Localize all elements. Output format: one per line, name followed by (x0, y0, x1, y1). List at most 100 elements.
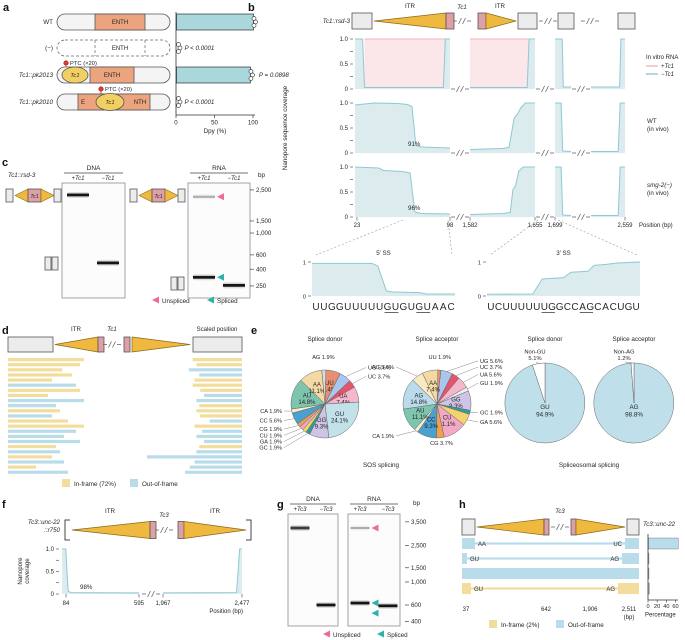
lane-label: −Tc1 (228, 176, 241, 182)
construct-name: ::r750 (44, 527, 60, 534)
gel-title: RNA (367, 496, 381, 503)
sequence-base: C (448, 302, 455, 313)
pie-outside-label: GA 5.6% (480, 420, 502, 426)
sequence-base: U (424, 302, 431, 313)
pie-leader (283, 418, 295, 421)
sequence-base: U (541, 302, 548, 313)
pie-outside-label: GA 1.9% (260, 439, 282, 445)
pie-outside-label: CG 1.9% (259, 427, 282, 433)
track-label: (in vivo) (647, 190, 669, 197)
itr-triangle (131, 336, 191, 353)
sequence-base: U (392, 302, 399, 313)
read-bar (8, 414, 52, 418)
gene-box (461, 518, 476, 536)
lane-label: −Tc3 (320, 507, 334, 513)
pie-value: 9.3% (315, 425, 329, 431)
isoform-end-box (462, 553, 467, 564)
bp-unit: bp (258, 172, 266, 179)
itr-triangle (71, 521, 151, 539)
x-tick-label: 0 (174, 120, 178, 127)
break-slash (581, 149, 585, 157)
pie-outside-label: CA 1.9% (260, 409, 282, 415)
ladder-label: 1,000 (411, 579, 427, 586)
coverage-area (591, 103, 625, 153)
y-tick-label: 1 (303, 261, 306, 267)
pie-group-caption: SOS splicing (363, 462, 400, 469)
coverage-line (555, 38, 571, 88)
pie-value: 24.1% (331, 418, 349, 424)
itr-triangle (40, 188, 55, 203)
y-axis-title: Nanopore sequence coverage (282, 85, 289, 170)
itr-triangle (476, 518, 545, 536)
pie-leader (446, 360, 479, 372)
sequence-base: U (408, 302, 415, 313)
break-slash (581, 213, 585, 221)
break-slash (460, 149, 464, 157)
y-axis-title: coverage (24, 558, 31, 584)
sequence-base: G (548, 302, 556, 313)
exon-box (177, 276, 185, 291)
read-bar (8, 383, 76, 387)
pie-value: 9.3% (449, 404, 463, 410)
coverage-area (591, 39, 625, 89)
break-slash (147, 590, 151, 598)
break-slash (462, 17, 466, 25)
read-bar (199, 445, 242, 449)
break-slash (545, 213, 549, 221)
gel-band (193, 275, 215, 279)
x-tick-label: 23 (354, 223, 361, 229)
pie-label: UA (339, 394, 347, 400)
itr-label: ITR (105, 508, 115, 515)
sequence-base: U (518, 302, 525, 313)
pie-outside-label: UC 3.7% (480, 365, 502, 371)
break-slash (164, 526, 168, 534)
read-bar (196, 398, 242, 403)
pie-title: Splice donor (307, 336, 342, 343)
y-tick-label: 0 (345, 151, 349, 157)
percentage-bar (648, 537, 679, 550)
coverage-percent: 96% (408, 205, 421, 212)
x-tick-label: 50 (211, 120, 218, 127)
bracket-icon (64, 519, 70, 541)
legend-label: Spliced (217, 298, 238, 305)
gel-box (347, 513, 401, 627)
lane-label: −Tc3 (382, 507, 396, 513)
pie-outside-label: CA 1.9% (372, 434, 394, 440)
splice-site-label: GU (470, 557, 479, 563)
coverage-area (555, 167, 571, 217)
data-point (176, 103, 181, 108)
pie-outside-label: CC 5.6% (260, 419, 282, 425)
ladder-label: 2,500 (411, 542, 427, 549)
legend-label: Spliced (387, 632, 408, 639)
tc1-label: Tc1 (70, 73, 79, 79)
break-slash (541, 85, 545, 93)
unspliced-arrow-icon (323, 630, 330, 638)
sequence-base: U (533, 302, 540, 313)
sequence-base: G (586, 302, 594, 313)
pie-value: 14.8% (298, 400, 316, 406)
pie-outside-label: UA 5.6% (480, 373, 502, 379)
rna-coverage-block (470, 39, 529, 89)
data-point (176, 49, 181, 54)
tc1-label: Tc1 (107, 327, 116, 333)
ss-coverage-line (486, 261, 641, 295)
x-tick-label: 84 (63, 601, 70, 607)
tc3-label: Tc3 (159, 513, 169, 519)
sequence-base: C (610, 302, 617, 313)
coverage-area (470, 39, 535, 89)
percentage-bar (648, 582, 650, 595)
gel-title: DNA (306, 496, 320, 503)
p-value: P < 0.0001 (185, 99, 215, 106)
coverage-line (162, 548, 242, 594)
pie-value: 7.4% (426, 387, 440, 393)
lane-label: +Tc1 (72, 176, 85, 182)
coverage-area (355, 167, 450, 217)
pie-leader (467, 419, 479, 423)
sequence-base: G (625, 302, 633, 313)
sequence-base: U (376, 302, 383, 313)
panel-f-label: f (2, 499, 6, 511)
pie-outside-label: UC 3.7% (368, 374, 390, 380)
break-slash (541, 149, 545, 157)
panel-d-label: d (2, 325, 9, 337)
